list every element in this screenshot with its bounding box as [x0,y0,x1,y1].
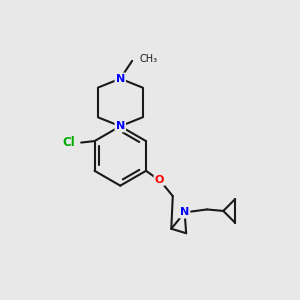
Text: Cl: Cl [62,136,75,149]
Text: N: N [180,207,189,218]
Text: CH₃: CH₃ [140,54,158,64]
Text: N: N [116,121,125,131]
Text: N: N [116,74,125,84]
Text: O: O [155,175,164,185]
